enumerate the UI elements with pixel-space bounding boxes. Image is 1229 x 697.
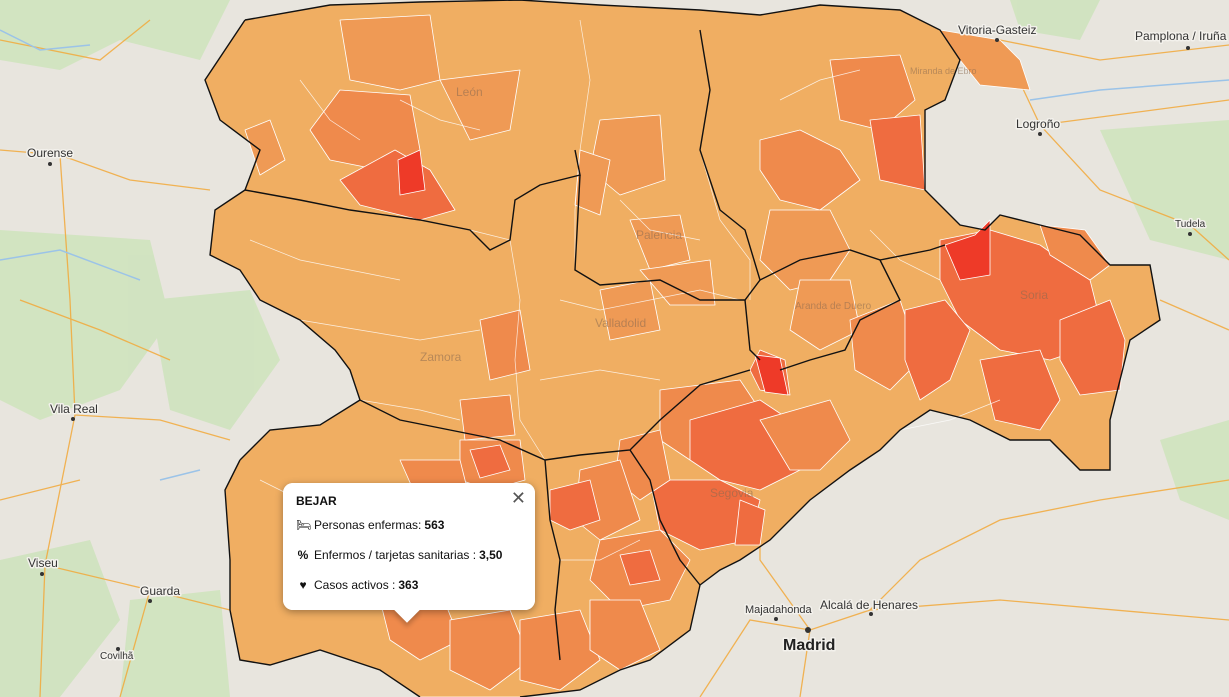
province-borders: [204, 0, 1161, 697]
label-logrono: Logroño: [1016, 117, 1060, 131]
rivers: [0, 29, 1229, 481]
heartbeat-icon: ♥: [299, 578, 307, 592]
popup-row-value: 363: [398, 578, 419, 592]
popup-row-label: Personas enfermas:: [314, 518, 422, 532]
roads: [0, 19, 1229, 697]
label-ourense: Ourense: [27, 146, 73, 160]
label-soria: Soria: [1020, 288, 1048, 302]
label-guarda: Guarda: [140, 584, 180, 598]
popup-row-active: ♥ Casos activos : 363: [296, 578, 418, 592]
label-valladolid: Valladolid: [595, 316, 646, 330]
bed-icon: 🛏: [296, 518, 312, 532]
popup-row-label: Enfermos / tarjetas sanitarias :: [314, 548, 477, 562]
label-covilha: Covilhã: [100, 651, 134, 662]
label-madrid: Madrid: [783, 637, 835, 654]
percent-icon: %: [297, 548, 309, 562]
popup-title: BEJAR: [296, 494, 337, 508]
label-viseu: Viseu: [28, 556, 58, 570]
label-tudela: Tudela: [1175, 219, 1206, 230]
popup-row-sick: 🛏 Personas enfermas: 563: [296, 518, 444, 532]
label-miranda: Miranda de Ebro: [910, 66, 977, 76]
close-icon[interactable]: ✕: [510, 488, 526, 508]
popup-row-label: Casos activos :: [314, 578, 396, 592]
label-pamplona: Pamplona / Iruña: [1135, 29, 1227, 43]
popup-row-value: 3,50: [479, 548, 503, 562]
label-vila-real: Vila Real: [50, 402, 98, 416]
label-leon: León: [456, 85, 483, 99]
label-majadahonda: Majadahonda: [745, 604, 813, 616]
info-popup: BEJAR ✕ 🛏 Personas enfermas: 563 % Enfer…: [283, 483, 535, 623]
label-segovia: Segovia: [710, 486, 754, 500]
label-alcala: Alcalá de Henares: [820, 598, 918, 612]
popup-row-ratio: % Enfermos / tarjetas sanitarias : 3,50: [296, 548, 503, 562]
label-zamora: Zamora: [420, 350, 462, 364]
label-vitoria: Vitoria-Gasteiz: [958, 23, 1036, 37]
popup-body: BEJAR ✕ 🛏 Personas enfermas: 563 % Enfer…: [283, 483, 535, 610]
label-aranda: Aranda de Duero: [795, 301, 872, 312]
popup-row-value: 563: [424, 518, 445, 532]
label-palencia: Palencia: [636, 228, 682, 242]
map-labels: Vitoria-Gasteiz Pamplona / Iruña Logroño…: [26, 22, 1229, 664]
